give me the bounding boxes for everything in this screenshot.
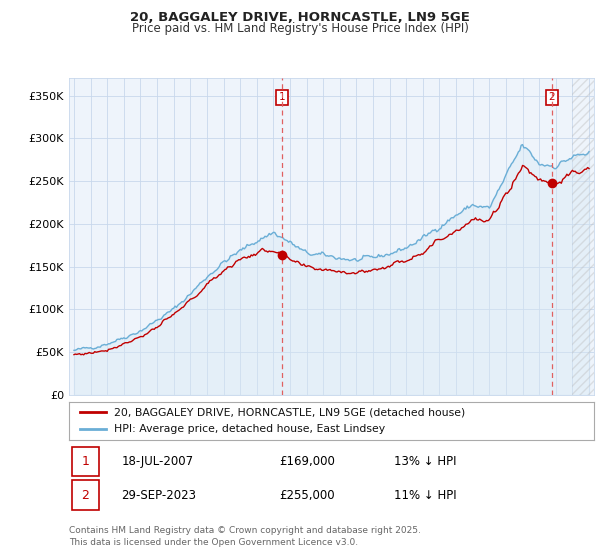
Text: 20, BAGGALEY DRIVE, HORNCASTLE, LN9 5GE: 20, BAGGALEY DRIVE, HORNCASTLE, LN9 5GE [130,11,470,24]
Text: 11% ↓ HPI: 11% ↓ HPI [395,488,457,502]
Text: 2: 2 [548,92,555,102]
Text: 20, BAGGALEY DRIVE, HORNCASTLE, LN9 5GE (detached house): 20, BAGGALEY DRIVE, HORNCASTLE, LN9 5GE … [113,407,465,417]
FancyBboxPatch shape [71,447,99,476]
Text: 18-JUL-2007: 18-JUL-2007 [121,455,194,468]
Text: 2: 2 [82,488,89,502]
Text: 1: 1 [279,92,286,102]
Text: HPI: Average price, detached house, East Lindsey: HPI: Average price, detached house, East… [113,424,385,435]
Text: 13% ↓ HPI: 13% ↓ HPI [395,455,457,468]
Text: 1: 1 [82,455,89,468]
Text: £169,000: £169,000 [279,455,335,468]
FancyBboxPatch shape [71,480,99,510]
Text: Contains HM Land Registry data © Crown copyright and database right 2025.
This d: Contains HM Land Registry data © Crown c… [69,526,421,547]
Text: Price paid vs. HM Land Registry's House Price Index (HPI): Price paid vs. HM Land Registry's House … [131,22,469,35]
Text: £255,000: £255,000 [279,488,335,502]
Text: 29-SEP-2023: 29-SEP-2023 [121,488,197,502]
